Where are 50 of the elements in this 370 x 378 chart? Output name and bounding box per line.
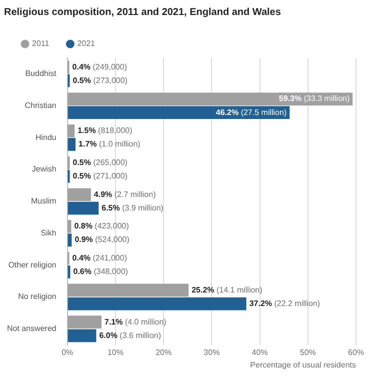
x-tick-label: 60% — [348, 348, 364, 357]
data-label: 46.2% (27.5 million) — [216, 108, 287, 117]
x-tick-label: 50% — [300, 348, 316, 357]
bar — [68, 92, 353, 106]
data-label: 0.5% (265,000) — [72, 158, 128, 167]
bar — [68, 284, 189, 297]
y-tick-label: Hindu — [35, 132, 56, 142]
bar — [68, 188, 91, 202]
data-label: 37.2% (22.2 million) — [249, 298, 320, 308]
data-label: 25.2% (14.1 million) — [192, 285, 263, 294]
y-tick-label: Jewish — [32, 164, 56, 174]
bar — [68, 202, 99, 215]
x-tick-label: 10% — [107, 348, 124, 357]
bar — [68, 124, 75, 138]
bar — [68, 138, 76, 151]
bar — [68, 329, 96, 342]
x-tick-label: 0% — [62, 348, 74, 357]
data-label: 0.4% (241,000) — [72, 254, 128, 263]
chart-title: Religious composition, 2011 and 2021, England and Wales — [4, 6, 282, 18]
legend-label: 2021 — [77, 39, 96, 48]
bar — [68, 316, 102, 329]
y-tick-label: Muslim — [31, 196, 57, 206]
x-axis-title: Percentage of usual residents — [250, 360, 356, 370]
x-tick-label: 40% — [252, 348, 268, 357]
bar — [68, 106, 290, 120]
x-tick-label: 20% — [156, 348, 172, 357]
data-label: 7.1% (4.0 million) — [104, 317, 167, 326]
y-tick-label: Other religion — [8, 260, 56, 270]
data-label: 59.3% (33.3 million) — [278, 94, 350, 104]
x-tick-label: 30% — [204, 348, 220, 357]
data-label: 1.5% (818,000) — [78, 126, 133, 136]
data-label: 0.5% (271,000) — [72, 172, 128, 181]
y-tick-label: Buddhist — [25, 69, 58, 78]
data-label: 0.5% (273,000) — [72, 76, 128, 85]
data-label: 0.6% (348,000) — [73, 267, 128, 276]
y-tick-label: Not answered — [7, 324, 56, 334]
data-label: 0.4% (249,000) — [72, 62, 128, 72]
y-tick-label: Sikh — [40, 228, 56, 238]
data-label: 1.7% (1.0 million) — [78, 140, 141, 149]
data-label: 0.8% (423,000) — [74, 222, 130, 231]
data-label: 0.9% (524,000) — [74, 235, 130, 244]
bar — [68, 220, 72, 233]
data-label: 6.0% (3.6 million) — [99, 330, 162, 340]
y-tick-label: No religion — [18, 292, 56, 302]
data-label: 4.9% (2.7 million) — [94, 190, 156, 199]
bar — [68, 297, 246, 310]
bar — [68, 234, 72, 246]
y-tick-label: Christian — [24, 101, 56, 110]
data-label: 6.5% (3.9 million) — [102, 203, 164, 212]
legend-label: 2011 — [32, 39, 50, 48]
